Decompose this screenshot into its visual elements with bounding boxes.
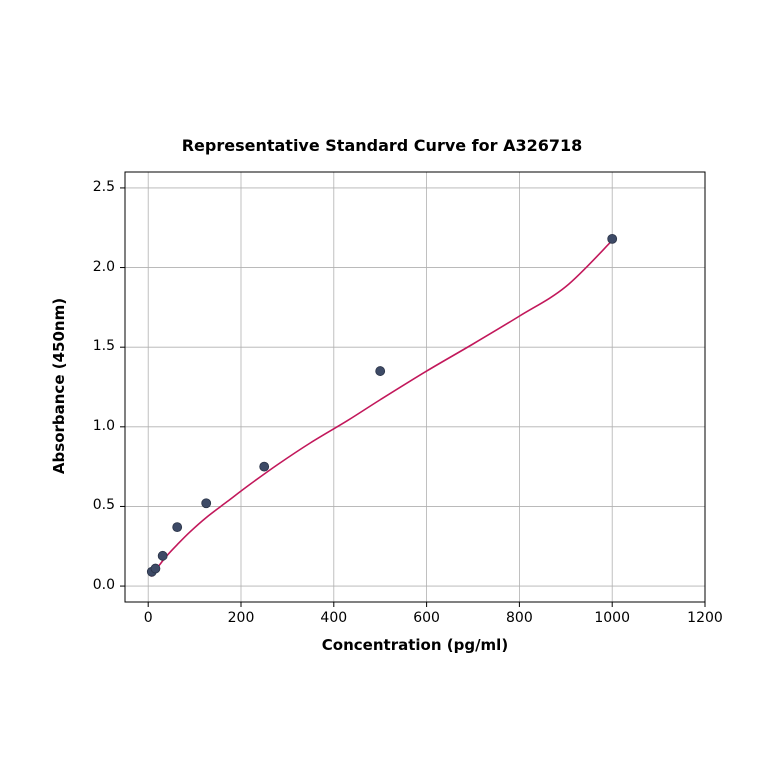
y-tick-label: 0.0 [93, 577, 115, 593]
y-tick-label: 1.0 [93, 418, 115, 434]
x-tick-label: 1000 [592, 610, 632, 626]
x-tick-label: 200 [221, 610, 261, 626]
chart-title: Representative Standard Curve for A32671… [0, 136, 764, 155]
x-tick-label: 1200 [685, 610, 725, 626]
y-tick-label: 2.5 [93, 179, 115, 195]
y-tick-label: 0.5 [93, 497, 115, 513]
y-axis-label: Absorbance (450nm) [50, 171, 68, 601]
x-axis-label: Concentration (pg/ml) [125, 636, 705, 654]
y-tick-label: 1.5 [93, 338, 115, 354]
x-tick-label: 600 [407, 610, 447, 626]
x-tick-label: 800 [499, 610, 539, 626]
y-tick-label: 2.0 [93, 259, 115, 275]
x-tick-label: 0 [128, 610, 168, 626]
chart-container: Representative Standard Curve for A32671… [0, 0, 764, 764]
x-tick-label: 400 [314, 610, 354, 626]
